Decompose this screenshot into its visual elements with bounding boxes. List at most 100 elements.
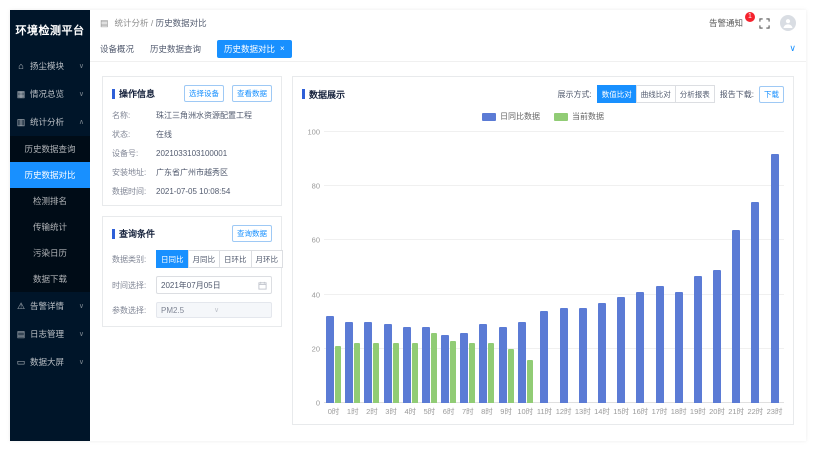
sidebar-item-history-data-compare[interactable]: 历史数据对比 <box>10 162 90 188</box>
bar-group: 7时 <box>458 132 477 416</box>
field-install-address: 安装地址: 广东省广州市越秀区 <box>112 168 272 178</box>
chip-month-yoy[interactable]: 月同比 <box>188 250 221 268</box>
y-tick-label: 80 <box>312 182 320 191</box>
menu-collapse-icon[interactable] <box>100 18 109 29</box>
tab-strip: 设备概况 历史数据查询 历史数据对比 × <box>90 36 806 62</box>
sidebar-item-statistics[interactable]: 统计分析 <box>10 108 90 136</box>
bar-日同比数据 <box>460 333 468 403</box>
legend-label: 日同比数据 <box>500 111 540 122</box>
bar-日同比数据 <box>675 292 683 403</box>
sidebar-item-alarm-details[interactable]: 告警详情 <box>10 292 90 320</box>
x-tick-label: 8时 <box>477 403 496 416</box>
tab-device-overview[interactable]: 设备概况 <box>100 43 134 55</box>
bar-日同比数据 <box>694 276 702 403</box>
bar-group: 16时 <box>631 132 650 416</box>
bar-日同比数据 <box>441 335 449 403</box>
breadcrumb-section[interactable]: 统计分析 <box>115 18 149 28</box>
x-tick-label: 9时 <box>497 403 516 416</box>
bar-group: 2时 <box>362 132 381 416</box>
sidebar-item-log-management[interactable]: 日志管理 <box>10 320 90 348</box>
bar-group: 13时 <box>573 132 592 416</box>
bar-日同比数据 <box>326 316 334 403</box>
field-label: 状态: <box>112 130 156 140</box>
sidebar-item-transmission-stats[interactable]: 传输统计 <box>10 214 90 240</box>
x-tick-label: 6时 <box>439 403 458 416</box>
bar-日同比数据 <box>540 311 548 403</box>
bar-日同比数据 <box>732 230 740 403</box>
panel-title: 操作信息 <box>119 87 180 100</box>
parameter-value: PM2.5 <box>161 306 214 315</box>
sidebar-item-pollution-calendar[interactable]: 污染日历 <box>10 240 90 266</box>
sidebar-item-big-screen[interactable]: 数据大屏 <box>10 348 90 376</box>
chip-month-mom[interactable]: 月环比 <box>251 250 284 268</box>
sidebar-item-history-data-query[interactable]: 历史数据查询 <box>10 136 90 162</box>
display-controls: 展示方式: 数值比对 曲线比对 分析报表 报告下载: 下载 <box>558 85 784 103</box>
x-tick-label: 1时 <box>343 403 362 416</box>
field-label: 参数选择: <box>112 305 156 316</box>
display-mode-label: 展示方式: <box>558 89 592 100</box>
y-tick-label: 20 <box>312 344 320 353</box>
query-conditions-panel: 查询条件 查询数据 数据类别: 日同比 月同比 日环比 月环比 时间选择: <box>102 216 282 327</box>
chevron-down-icon <box>79 302 84 310</box>
bar-group: 12时 <box>554 132 573 416</box>
chevron-down-icon <box>79 330 84 338</box>
x-tick-label: 10时 <box>516 403 535 416</box>
alarm-notification-button[interactable]: 告警通知 1 <box>709 17 749 29</box>
app-title: 环境检测平台 <box>10 10 90 52</box>
parameter-select[interactable]: PM2.5 <box>156 302 272 318</box>
avatar[interactable] <box>780 15 796 31</box>
x-tick-label: 23时 <box>765 403 784 416</box>
date-picker-input[interactable]: 2021年07月05日 <box>156 276 272 294</box>
field-value: 2021-07-05 10:08:54 <box>156 187 272 197</box>
fullscreen-icon[interactable] <box>759 18 770 29</box>
legend-item-current[interactable]: 当前数据 <box>554 111 604 122</box>
sidebar-item-data-download[interactable]: 数据下载 <box>10 266 90 292</box>
legend-label: 当前数据 <box>572 111 604 122</box>
sidebar-item-dust-module[interactable]: 扬尘模块 <box>10 52 90 80</box>
sidebar-item-label: 日志管理 <box>30 328 75 340</box>
bar-当前数据 <box>393 343 399 403</box>
sidebar-item-label: 统计分析 <box>30 116 75 128</box>
title-marker <box>112 89 115 99</box>
download-button[interactable]: 下载 <box>759 86 784 103</box>
bar-group: 18时 <box>669 132 688 416</box>
x-tick-label: 14时 <box>592 403 611 416</box>
user-icon <box>782 17 794 29</box>
bar-日同比数据 <box>479 324 487 403</box>
view-data-button[interactable]: 查看数据 <box>232 85 272 102</box>
x-tick-label: 21时 <box>727 403 746 416</box>
bar-日同比数据 <box>636 292 644 403</box>
bar-group: 20时 <box>707 132 726 416</box>
bar-当前数据 <box>508 349 514 403</box>
sidebar-item-overview[interactable]: 情况总览 <box>10 80 90 108</box>
panel-title: 数据展示 <box>309 88 554 101</box>
query-data-button[interactable]: 查询数据 <box>232 225 272 242</box>
close-icon[interactable]: × <box>280 44 285 53</box>
tabs-collapse-chevron-icon[interactable] <box>789 43 796 54</box>
field-value: 广东省广州市越秀区 <box>156 168 272 178</box>
bar-日同比数据 <box>422 327 430 403</box>
tab-history-data-compare[interactable]: 历史数据对比 × <box>217 40 292 58</box>
report-download-label: 报告下载: <box>720 89 754 100</box>
x-tick-label: 16时 <box>631 403 650 416</box>
chip-analysis-report[interactable]: 分析报表 <box>675 85 715 103</box>
main-area: 统计分析 / 历史数据对比 告警通知 1 <box>90 10 806 441</box>
chip-day-mom[interactable]: 日环比 <box>219 250 252 268</box>
sidebar-item-detection-ranking[interactable]: 检测排名 <box>10 188 90 214</box>
chip-day-yoy[interactable]: 日同比 <box>156 250 189 268</box>
chip-numeric-compare[interactable]: 数值比对 <box>597 85 637 103</box>
panel-title: 查询条件 <box>119 227 228 240</box>
tab-history-data-query[interactable]: 历史数据查询 <box>150 43 201 55</box>
select-device-button[interactable]: 选择设备 <box>184 85 224 102</box>
tab-label: 历史数据对比 <box>224 43 275 55</box>
calendar-icon <box>258 281 267 290</box>
alert-icon <box>16 301 26 312</box>
chip-curve-compare[interactable]: 曲线比对 <box>636 85 676 103</box>
field-label: 设备号: <box>112 149 156 159</box>
x-tick-label: 12时 <box>554 403 573 416</box>
y-tick-label: 0 <box>316 399 320 408</box>
bar-group: 17时 <box>650 132 669 416</box>
legend-item-yoy[interactable]: 日同比数据 <box>482 111 540 122</box>
sidebar-item-label: 扬尘模块 <box>30 60 75 72</box>
bar-日同比数据 <box>560 308 568 403</box>
